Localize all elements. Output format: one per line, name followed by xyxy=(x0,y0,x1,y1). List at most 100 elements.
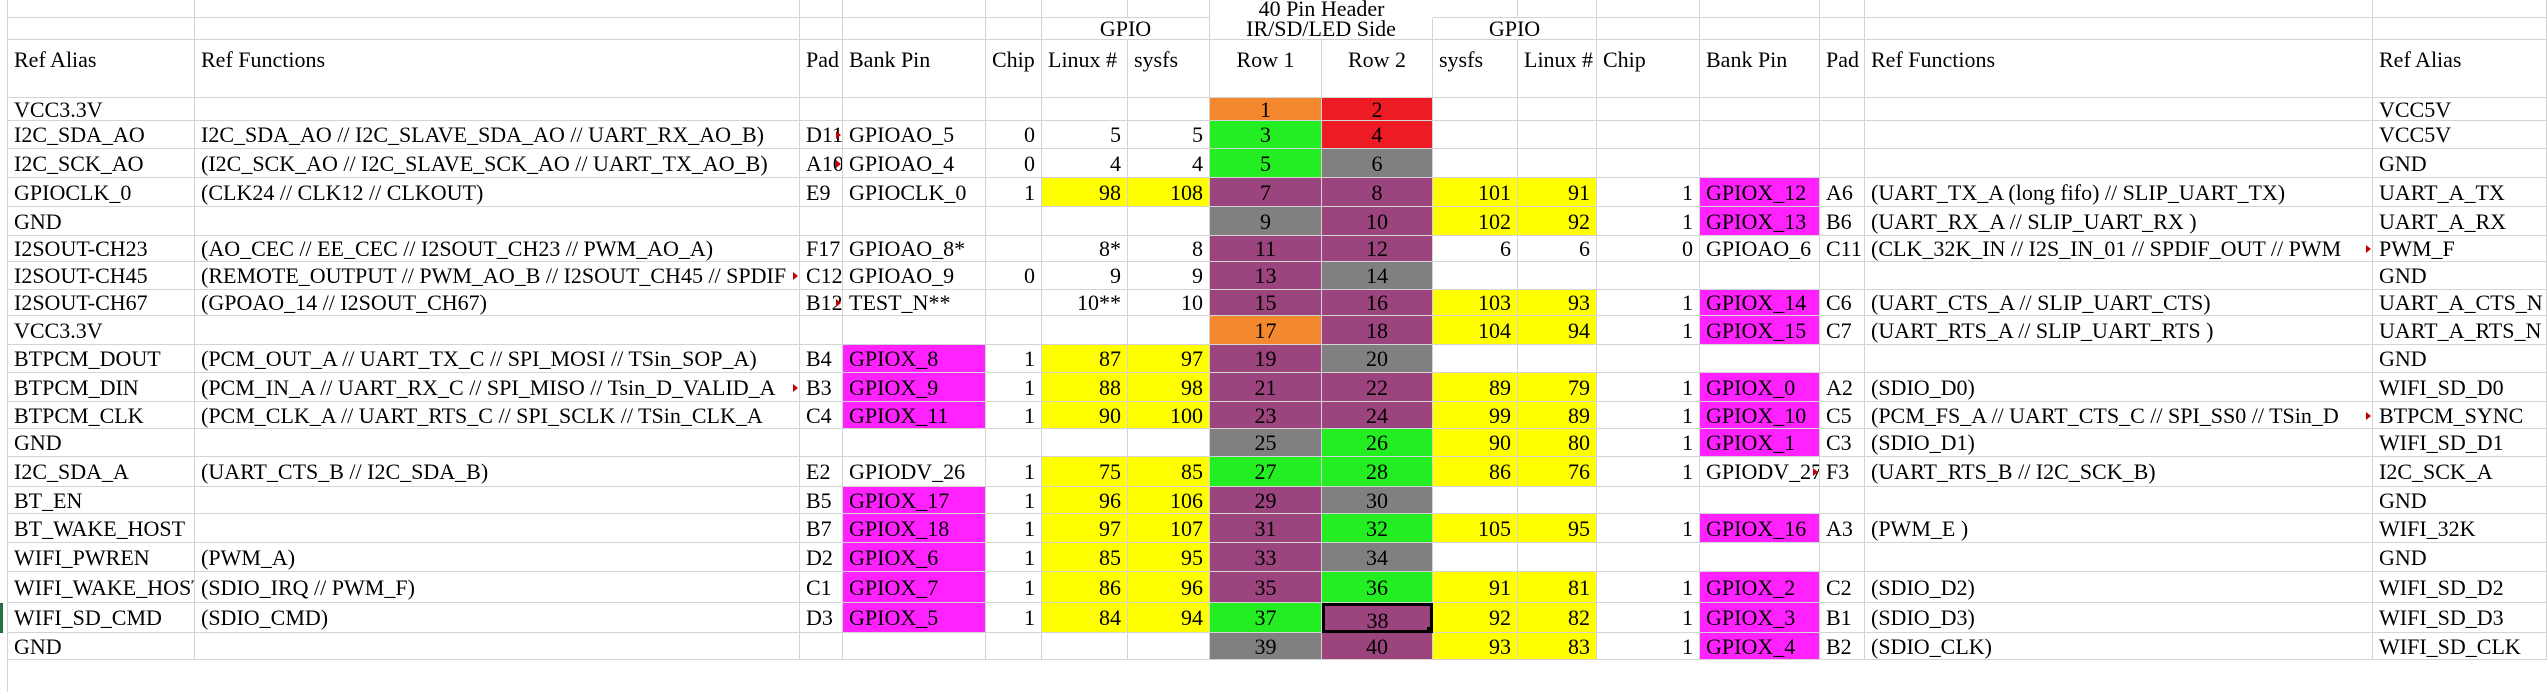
pin-39[interactable]: 39 xyxy=(1210,633,1322,660)
cell-ref-alias-right[interactable]: GND xyxy=(2373,487,2547,514)
cell-ref-functions-right[interactable]: (SDIO_D0) xyxy=(1865,373,2373,402)
cell-ref-alias-left[interactable]: GND xyxy=(8,429,195,457)
cell-ref-alias-right[interactable]: VCC5V xyxy=(2373,98,2547,121)
cell-chip-left[interactable] xyxy=(986,98,1042,121)
pin-18[interactable]: 18 xyxy=(1322,316,1433,345)
cell-linux-right[interactable]: 93 xyxy=(1518,290,1597,316)
cell-sysfs-right[interactable]: 105 xyxy=(1433,514,1518,543)
cell-bank-pin-left[interactable]: GPIOAO_9 xyxy=(843,262,986,290)
cell-ref-alias-right[interactable]: WIFI_SD_D2 xyxy=(2373,572,2547,603)
cell-linux-left[interactable] xyxy=(1042,316,1128,345)
column-header-linux-right[interactable]: Linux # xyxy=(1518,40,1597,98)
empty-cell[interactable] xyxy=(2373,0,2547,18)
cell-ref-functions-left[interactable]: (PWM_A) xyxy=(195,543,800,572)
cell-ref-alias-left[interactable]: GPIOCLK_0 xyxy=(8,178,195,207)
empty-cell[interactable] xyxy=(195,0,800,18)
empty-cell[interactable] xyxy=(1820,18,1865,40)
cell-bank-pin-left[interactable] xyxy=(843,316,986,345)
cell-linux-left[interactable]: 75 xyxy=(1042,457,1128,487)
cell-chip-right[interactable]: 1 xyxy=(1597,457,1700,487)
cell-chip-right[interactable]: 1 xyxy=(1597,373,1700,402)
cell-sysfs-left[interactable] xyxy=(1128,316,1210,345)
cell-sysfs-right[interactable]: 92 xyxy=(1433,603,1518,633)
cell-pad-right[interactable]: F3 xyxy=(1820,457,1865,487)
cell-ref-alias-left[interactable]: WIFI_PWREN xyxy=(8,543,195,572)
cell-sysfs-left[interactable]: 95 xyxy=(1128,543,1210,572)
cell-pad-left[interactable]: C4 xyxy=(800,402,843,429)
cell-pad-right[interactable]: C6 xyxy=(1820,290,1865,316)
cell-sysfs-right[interactable] xyxy=(1433,262,1518,290)
cell-ref-alias-left[interactable]: BTPCM_CLK xyxy=(8,402,195,429)
cell-pad-right[interactable]: B6 xyxy=(1820,207,1865,236)
cell-chip-right[interactable]: 1 xyxy=(1597,603,1700,633)
cell-bank-pin-left[interactable] xyxy=(843,429,986,457)
cell-linux-right[interactable] xyxy=(1518,121,1597,149)
cell-ref-functions-left[interactable] xyxy=(195,633,800,660)
cell-linux-left[interactable]: 98 xyxy=(1042,178,1128,207)
pin-17[interactable]: 17 xyxy=(1210,316,1322,345)
column-header-pad-left[interactable]: Pad xyxy=(800,40,843,98)
cell-ref-functions-left[interactable] xyxy=(195,316,800,345)
cell-chip-left[interactable]: 1 xyxy=(986,178,1042,207)
cell-ref-functions-left[interactable]: (REMOTE_OUTPUT // PWM_AO_B // I2SOUT_CH4… xyxy=(195,262,800,290)
cell-bank-pin-left[interactable]: GPIOX_17 xyxy=(843,487,986,514)
cell-linux-left[interactable]: 9 xyxy=(1042,262,1128,290)
pin-21[interactable]: 21 xyxy=(1210,373,1322,402)
empty-cell[interactable] xyxy=(1865,18,2373,40)
cell-sysfs-left[interactable]: 100 xyxy=(1128,402,1210,429)
pin-1[interactable]: 1 xyxy=(1210,98,1322,121)
column-header-linux-left[interactable]: Linux # xyxy=(1042,40,1128,98)
cell-ref-functions-left[interactable]: (PCM_CLK_A // UART_RTS_C // SPI_SCLK // … xyxy=(195,402,800,429)
pin-4[interactable]: 4 xyxy=(1322,121,1433,149)
cell-pad-left[interactable]: C1 xyxy=(800,572,843,603)
cell-bank-pin-left[interactable]: GPIOX_8 xyxy=(843,345,986,373)
cell-linux-right[interactable]: 91 xyxy=(1518,178,1597,207)
pin-8[interactable]: 8 xyxy=(1322,178,1433,207)
cell-bank-pin-right[interactable]: GPIOX_3 xyxy=(1700,603,1820,633)
cell-bank-pin-right[interactable]: GPIOX_4 xyxy=(1700,633,1820,660)
pin-40[interactable]: 40 xyxy=(1322,633,1433,660)
empty-cell[interactable] xyxy=(1042,0,1128,18)
cell-linux-right[interactable]: 80 xyxy=(1518,429,1597,457)
cell-ref-alias-left[interactable]: BT_WAKE_HOST xyxy=(8,514,195,543)
cell-linux-right[interactable]: 6 xyxy=(1518,236,1597,262)
cell-ref-functions-right[interactable] xyxy=(1865,487,2373,514)
cell-linux-right[interactable]: 92 xyxy=(1518,207,1597,236)
cell-chip-right[interactable] xyxy=(1597,345,1700,373)
pin-30[interactable]: 30 xyxy=(1322,487,1433,514)
cell-linux-right[interactable] xyxy=(1518,487,1597,514)
cell-ref-alias-left[interactable]: BT_EN xyxy=(8,487,195,514)
cell-bank-pin-left[interactable]: GPIOX_5 xyxy=(843,603,986,633)
cell-pad-right[interactable]: A6 xyxy=(1820,178,1865,207)
cell-sysfs-right[interactable]: 89 xyxy=(1433,373,1518,402)
pin-25[interactable]: 25 xyxy=(1210,429,1322,457)
cell-bank-pin-left[interactable]: GPIOX_7 xyxy=(843,572,986,603)
cell-bank-pin-right[interactable] xyxy=(1700,121,1820,149)
cell-sysfs-left[interactable]: 96 xyxy=(1128,572,1210,603)
empty-cell[interactable] xyxy=(986,18,1042,40)
cell-chip-left[interactable]: 1 xyxy=(986,603,1042,633)
cell-linux-right[interactable] xyxy=(1518,98,1597,121)
cell-chip-left[interactable] xyxy=(986,316,1042,345)
cell-ref-alias-left[interactable]: I2SOUT-CH67 xyxy=(8,290,195,316)
cell-bank-pin-right[interactable] xyxy=(1700,345,1820,373)
cell-bank-pin-right[interactable]: GPIOX_16 xyxy=(1700,514,1820,543)
empty-cell[interactable] xyxy=(2373,18,2547,40)
cell-ref-alias-right[interactable]: PWM_F xyxy=(2373,236,2547,262)
pin-11[interactable]: 11 xyxy=(1210,236,1322,262)
cell-ref-functions-right[interactable]: (PCM_FS_A // UART_CTS_C // SPI_SS0 // TS… xyxy=(1865,402,2373,429)
cell-pad-right[interactable]: A3 xyxy=(1820,514,1865,543)
cell-ref-functions-right[interactable] xyxy=(1865,121,2373,149)
cell-pad-right[interactable] xyxy=(1820,149,1865,178)
cell-ref-alias-left[interactable]: BTPCM_DIN xyxy=(8,373,195,402)
cell-bank-pin-left[interactable]: GPIOAO_4 xyxy=(843,149,986,178)
cell-pad-right[interactable] xyxy=(1820,121,1865,149)
empty-cell[interactable] xyxy=(1597,18,1700,40)
column-header-sysfs-left[interactable]: sysfs xyxy=(1128,40,1210,98)
column-header-ref-functions-right[interactable]: Ref Functions xyxy=(1865,40,2373,98)
pin-5[interactable]: 5 xyxy=(1210,149,1322,178)
cell-sysfs-right[interactable]: 103 xyxy=(1433,290,1518,316)
cell-pad-right[interactable]: B2 xyxy=(1820,633,1865,660)
cell-chip-left[interactable]: 0 xyxy=(986,121,1042,149)
